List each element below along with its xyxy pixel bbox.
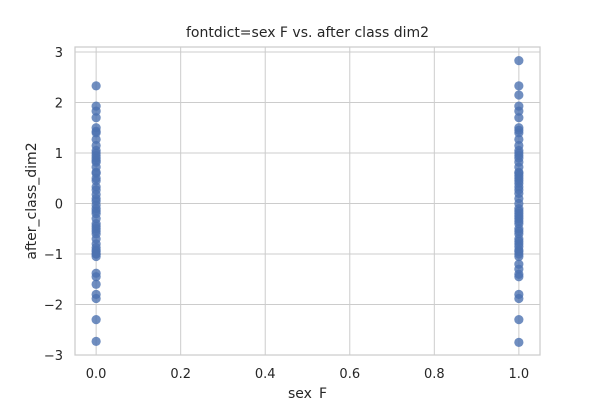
x-tick-label: 0.0 bbox=[86, 367, 107, 382]
data-point bbox=[514, 293, 524, 304]
data-point bbox=[514, 185, 524, 195]
data-point bbox=[514, 56, 524, 66]
data-point bbox=[514, 81, 524, 91]
data-point bbox=[91, 193, 101, 204]
x-tick-label: 0.8 bbox=[424, 367, 445, 382]
y-axis-label: after_class_dim2 bbox=[24, 142, 40, 259]
data-point bbox=[91, 279, 101, 289]
data-points bbox=[91, 56, 524, 347]
data-point bbox=[91, 234, 101, 244]
data-point bbox=[514, 106, 524, 116]
y-tick-label: 1 bbox=[55, 147, 63, 162]
y-tick-label: −1 bbox=[44, 248, 63, 263]
data-point bbox=[514, 148, 524, 158]
x-tick-label: 0.2 bbox=[170, 367, 191, 382]
data-point bbox=[91, 224, 101, 234]
data-point bbox=[514, 337, 524, 347]
y-tick-label: −2 bbox=[44, 299, 63, 314]
x-tick-label: 0.4 bbox=[255, 367, 276, 382]
data-point bbox=[91, 272, 101, 282]
data-point bbox=[514, 315, 524, 325]
data-point bbox=[91, 245, 101, 255]
data-point bbox=[91, 148, 101, 158]
data-point bbox=[91, 176, 101, 186]
data-point bbox=[514, 209, 524, 219]
data-point bbox=[514, 113, 524, 123]
data-point bbox=[514, 239, 524, 249]
data-point bbox=[91, 293, 101, 304]
data-point bbox=[91, 315, 101, 325]
x-axis-ticks: 0.0 0.2 0.4 0.6 0.8 1.0 bbox=[86, 367, 529, 382]
data-point bbox=[91, 167, 101, 177]
plot-area bbox=[74, 46, 541, 356]
data-point bbox=[91, 81, 101, 91]
data-point bbox=[514, 216, 524, 226]
data-point bbox=[91, 128, 101, 138]
y-tick-label: 3 bbox=[55, 46, 63, 61]
data-point bbox=[91, 140, 101, 151]
data-point bbox=[514, 171, 524, 181]
data-point bbox=[91, 206, 101, 216]
x-tick-label: 0.6 bbox=[339, 367, 360, 382]
y-axis-ticks: −3 −2 −1 0 1 2 3 bbox=[44, 46, 63, 364]
data-point bbox=[514, 125, 524, 135]
y-tick-label: −3 bbox=[44, 349, 63, 364]
grid bbox=[75, 47, 540, 356]
data-point bbox=[514, 251, 524, 262]
data-point bbox=[514, 90, 524, 100]
data-point bbox=[91, 113, 101, 123]
data-point bbox=[91, 106, 101, 116]
data-point bbox=[514, 157, 524, 167]
data-point bbox=[91, 156, 101, 166]
y-tick-label: 0 bbox=[55, 198, 63, 213]
data-point bbox=[91, 336, 101, 346]
data-point bbox=[91, 185, 101, 195]
x-axis-label: sex_F bbox=[288, 386, 327, 400]
data-point bbox=[514, 259, 524, 269]
data-point bbox=[514, 272, 524, 282]
y-tick-label: 2 bbox=[55, 97, 63, 112]
chart-title: fontdict=sex F vs. after class dim2 bbox=[186, 25, 429, 41]
x-tick-label: 1.0 bbox=[509, 367, 530, 382]
data-point bbox=[514, 140, 524, 151]
